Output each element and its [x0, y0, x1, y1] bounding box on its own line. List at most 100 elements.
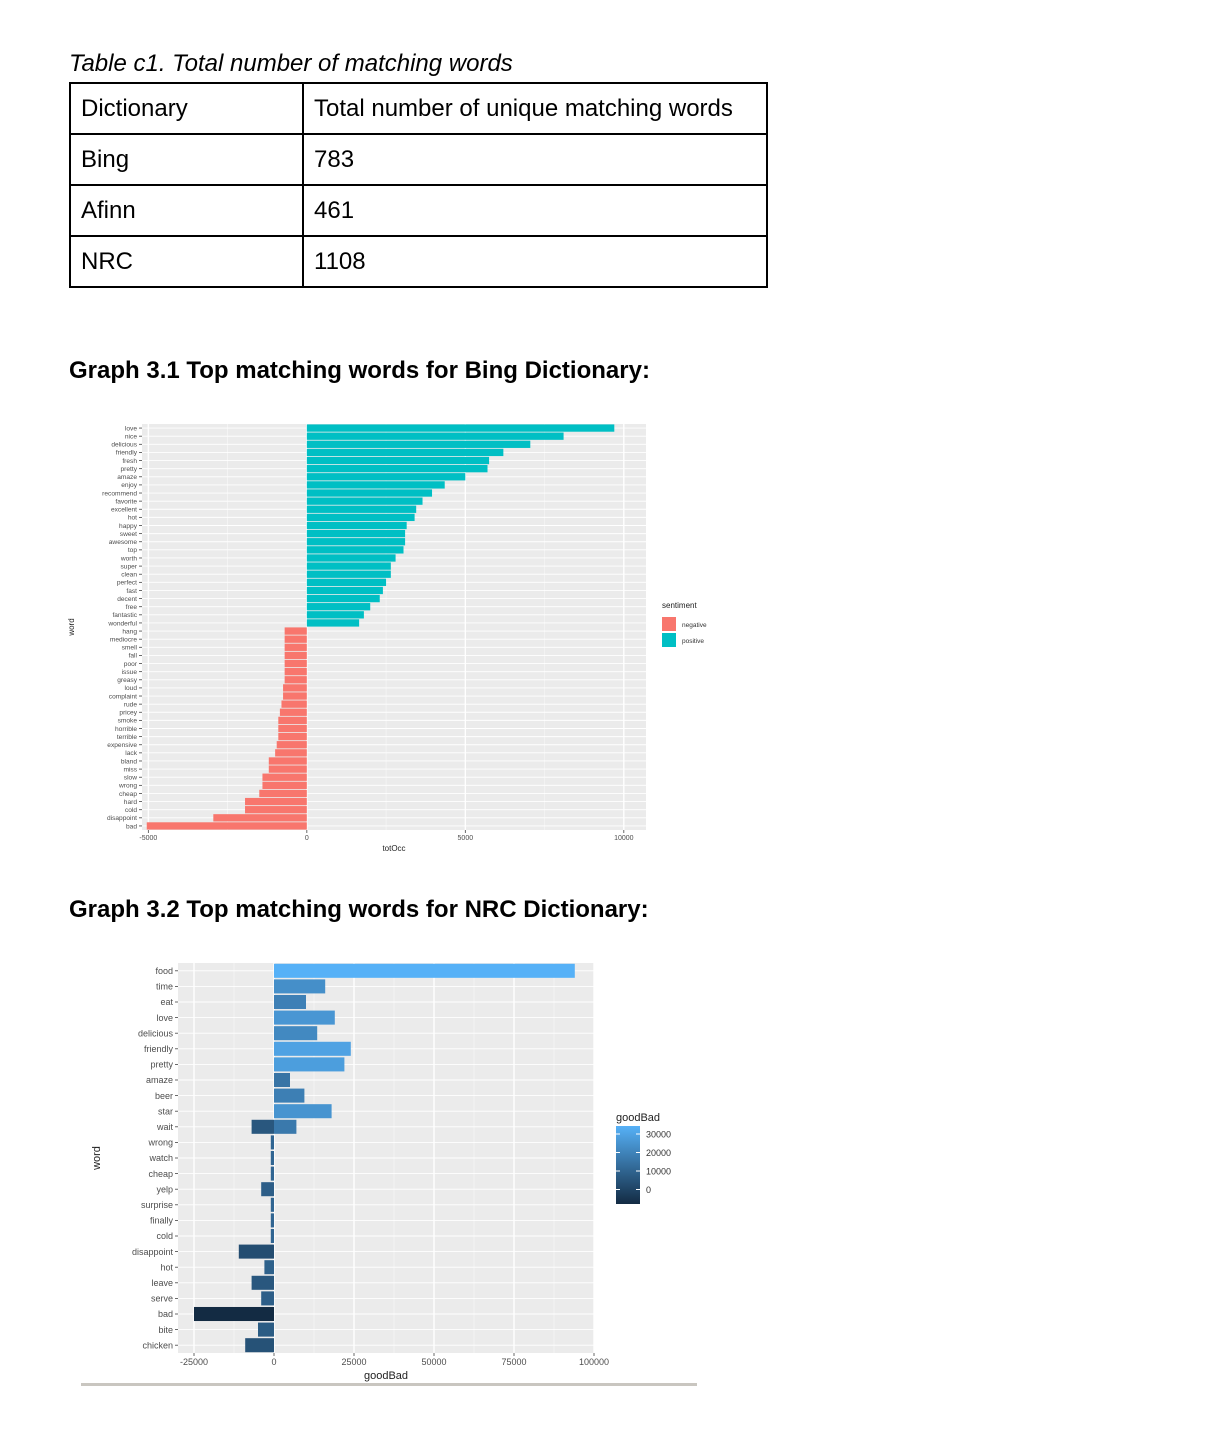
- bar: [261, 1291, 274, 1306]
- graph-heading-nrc: Graph 3.2 Top matching words for NRC Dic…: [69, 896, 649, 923]
- bar: [306, 546, 404, 554]
- legend-tick-label: 0: [646, 1185, 651, 1195]
- bar: [274, 1119, 297, 1134]
- x-tick-label: 100000: [579, 1357, 609, 1367]
- bar: [238, 1244, 274, 1259]
- legend-colorbar: [616, 1126, 640, 1204]
- bar: [306, 513, 415, 522]
- x-axis-title: totOcc: [382, 844, 405, 853]
- y-tick-label: watch: [148, 1153, 173, 1163]
- y-tick-label: issue: [122, 669, 138, 676]
- y-tick-label: serve: [151, 1294, 173, 1304]
- bar: [275, 749, 307, 757]
- y-tick-label: slow: [124, 775, 137, 782]
- bar: [284, 627, 307, 635]
- bar: [306, 570, 391, 578]
- table-cell: 461: [302, 184, 768, 237]
- bar: [270, 1135, 274, 1150]
- bar: [274, 1041, 351, 1056]
- dictionary-table: Dictionary Total number of unique matchi…: [69, 82, 768, 288]
- y-tick-label: hot: [128, 515, 137, 522]
- y-tick-label: wonderful: [107, 620, 137, 627]
- bar: [284, 643, 307, 651]
- table-header-cell: Total number of unique matching words: [302, 82, 768, 135]
- divider-line: [81, 1383, 697, 1386]
- y-tick-label: smell: [122, 645, 138, 652]
- y-tick-label: worth: [120, 555, 137, 562]
- bar: [268, 765, 307, 773]
- table-cell: 1108: [302, 235, 768, 288]
- bar: [251, 1119, 274, 1134]
- y-tick-label: cheap: [119, 791, 137, 798]
- bar: [213, 814, 307, 822]
- y-tick-label: fall: [129, 653, 138, 660]
- y-tick-label: awesome: [109, 539, 138, 546]
- bar: [245, 1338, 274, 1353]
- table-caption: Table c1. Total number of matching words: [69, 50, 513, 77]
- bar: [306, 619, 360, 627]
- table-cell: NRC: [69, 235, 304, 288]
- graph-heading-bing: Graph 3.1 Top matching words for Bing Di…: [69, 357, 650, 384]
- bar: [284, 651, 307, 660]
- bar: [274, 1026, 318, 1041]
- y-tick-label: enjoy: [121, 482, 137, 489]
- bar: [306, 497, 423, 505]
- x-tick-label: 25000: [341, 1357, 366, 1367]
- bar: [306, 538, 406, 546]
- x-tick-label: 5000: [458, 835, 474, 842]
- x-tick-label: -25000: [180, 1357, 208, 1367]
- y-axis-title: word: [91, 1146, 103, 1171]
- bar: [274, 963, 575, 978]
- y-tick-label: fantastic: [112, 612, 137, 619]
- y-tick-label: delicious: [111, 442, 137, 449]
- bar: [270, 1213, 274, 1228]
- bar: [262, 781, 307, 789]
- y-tick-label: friendly: [116, 450, 138, 457]
- y-tick-label: greasy: [117, 677, 137, 684]
- bar: [306, 432, 564, 440]
- y-tick-label: surprise: [141, 1200, 173, 1210]
- bar: [270, 1197, 274, 1212]
- bar: [284, 668, 307, 676]
- bar: [270, 1166, 274, 1181]
- y-tick-label: friendly: [144, 1044, 174, 1054]
- y-tick-label: cheap: [148, 1169, 173, 1179]
- nrc-bar-chart: food time eat love delicious friendly pretty am…: [91, 963, 671, 1382]
- table-row: Afinn 461: [69, 184, 768, 237]
- x-tick-label: 75000: [501, 1357, 526, 1367]
- bar: [279, 708, 307, 716]
- bar: [306, 594, 380, 603]
- bar: [258, 1322, 274, 1337]
- y-tick-label: amaze: [117, 474, 137, 481]
- y-tick-label: delicious: [138, 1028, 174, 1038]
- bar: [261, 1182, 274, 1197]
- bar: [274, 979, 326, 994]
- table-cell: Bing: [69, 133, 304, 186]
- legend-label: negative: [682, 622, 707, 629]
- bar: [306, 529, 406, 538]
- bar: [146, 822, 307, 830]
- y-tick-label: wrong: [147, 1138, 173, 1148]
- y-tick-label: smoke: [118, 718, 138, 725]
- bar: [278, 724, 307, 733]
- bar: [281, 700, 307, 708]
- y-tick-label: pretty: [121, 466, 138, 473]
- y-tick-label: perfect: [117, 580, 137, 587]
- y-tick-label: nice: [125, 433, 137, 440]
- y-tick-label: bite: [158, 1325, 173, 1335]
- y-axis-title: word: [67, 618, 76, 636]
- bar: [276, 741, 307, 749]
- y-tick-label: love: [125, 425, 137, 432]
- y-tick-label: disappoint: [132, 1247, 174, 1257]
- y-tick-label: chicken: [142, 1340, 173, 1350]
- y-tick-label: hot: [160, 1262, 173, 1272]
- legend-title: sentiment: [662, 601, 697, 610]
- y-tick-label: expensive: [107, 742, 137, 749]
- y-tick-label: terrible: [117, 734, 137, 741]
- y-tick-label: decent: [117, 596, 137, 603]
- bar: [251, 1275, 274, 1290]
- y-tick-label: finally: [150, 1216, 174, 1226]
- y-tick-label: fresh: [122, 458, 137, 465]
- y-tick-label: beer: [155, 1091, 173, 1101]
